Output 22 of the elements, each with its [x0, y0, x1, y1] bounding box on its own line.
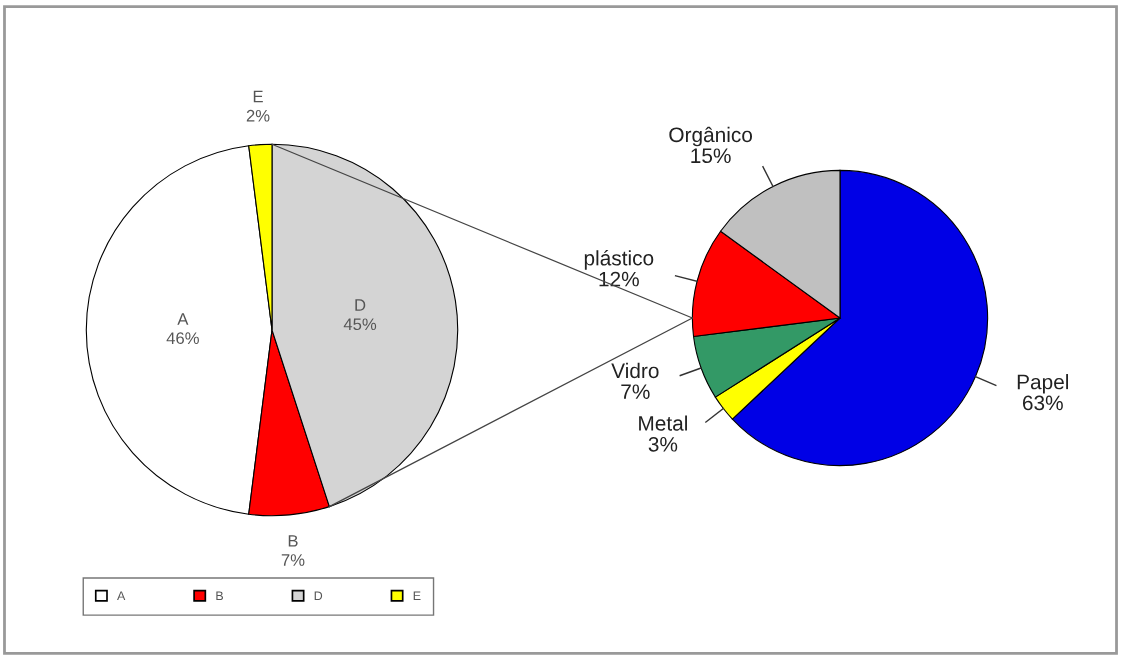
legend-label: E	[413, 591, 421, 601]
data-label: 15%	[691, 148, 731, 164]
data-label: 7%	[281, 554, 305, 566]
data-label: 3%	[648, 436, 678, 452]
slice-label: D	[355, 299, 366, 311]
slice-label: E	[253, 90, 263, 103]
data-label: 7%	[621, 384, 650, 399]
slice-label: Papel	[1017, 374, 1069, 394]
data-label: 2%	[246, 109, 270, 122]
data-label: 12%	[599, 271, 639, 287]
legend-label: B	[216, 591, 224, 601]
data-label: 45%	[343, 318, 377, 331]
slice-label: Vidro	[611, 362, 659, 379]
slice-label: Orgânico	[669, 126, 753, 147]
data-label: 46%	[166, 332, 199, 345]
slice-label: Metal	[639, 415, 687, 431]
legend-label: A	[117, 591, 126, 601]
legend-label: D	[314, 591, 323, 601]
slice-label: plástico	[584, 249, 654, 270]
slice-label: A	[177, 313, 189, 325]
data-label: 63%	[1022, 395, 1063, 411]
slice-label: B	[288, 535, 298, 547]
